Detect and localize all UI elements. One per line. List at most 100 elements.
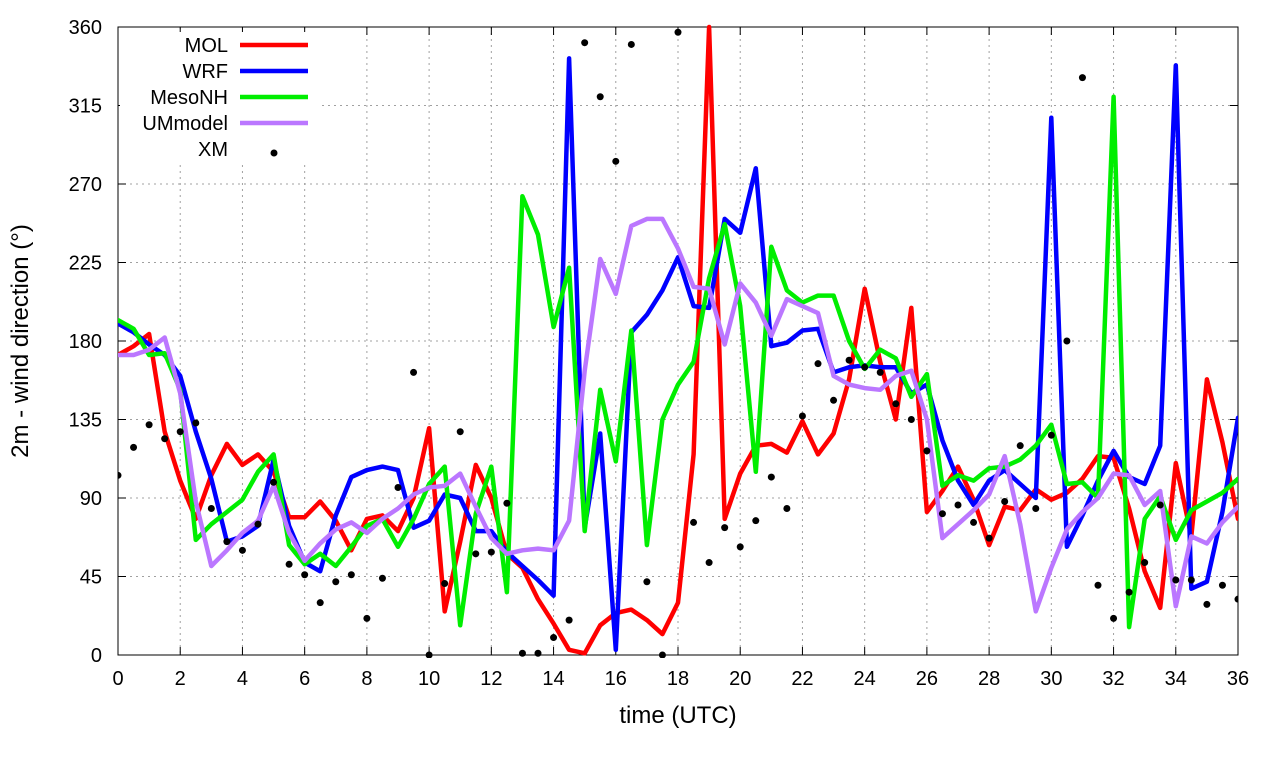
data-point-xm [394,484,402,492]
x-tick-label: 34 [1165,668,1187,690]
data-point-xm [767,473,775,481]
legend-label-xm: XM [198,139,228,161]
data-point-xm [161,435,169,443]
data-point-xm [1156,501,1164,509]
x-tick-label: 8 [361,668,372,690]
series-line-mesonh [118,94,1238,630]
data-point-xm [938,510,946,518]
legend-label-wrf: WRF [182,61,228,83]
data-point-xm [1047,431,1055,439]
data-point-xm [1203,600,1211,608]
data-point-xm [1078,74,1086,82]
y-tick-label: 135 [69,410,102,432]
x-tick-label: 10 [418,668,440,690]
series-layer [118,24,1238,658]
data-point-xm [1001,497,1009,505]
data-point-xm [814,360,822,368]
x-tick-label: 32 [1102,668,1124,690]
series-line-mol [118,24,1238,656]
data-point-xm [923,447,931,455]
data-point-xm [985,534,993,542]
legend-label-mesonh: MesoNH [150,87,228,109]
legend-bg [120,136,318,162]
data-point-xm [441,579,449,587]
data-point-xm [954,501,962,509]
data-point-xm [1016,442,1024,450]
x-tick-label: 26 [916,668,938,690]
data-point-xm [1032,504,1040,512]
data-point-xm [238,546,246,554]
y-axis-title: 2m - wind direction (°) [7,224,34,458]
data-point-xm [130,443,138,451]
data-point-xm [1172,576,1180,584]
data-point-xm [425,651,433,658]
data-point-xm [752,517,760,525]
data-point-xm [721,524,729,532]
data-point-xm [627,40,635,48]
x-tick-label: 4 [237,668,248,690]
data-point-xm [1141,559,1149,567]
data-point-xm [643,578,651,586]
data-point-xm [736,543,744,551]
y-tick-label: 315 [69,96,102,118]
data-point-xm [581,39,589,47]
data-point-xm [192,419,200,427]
data-point-xm [472,550,480,558]
series-line-ummodel [118,216,1238,614]
y-tick-label: 180 [69,331,102,353]
data-point-xm [1063,337,1071,345]
data-point-xm [830,396,838,404]
data-point-xm [487,548,495,556]
data-point-xm [378,574,386,582]
x-tick-label: 14 [542,668,564,690]
y-tick-label: 0 [91,645,102,667]
data-point-xm [1125,588,1133,596]
data-point-xm [798,412,806,420]
y-tick-label: 225 [69,253,102,275]
data-point-xm [596,93,604,101]
x-tick-label: 2 [175,668,186,690]
x-tick-label: 18 [667,668,689,690]
legend: MOL WRF MesoNH UMmodel XM [120,32,318,162]
data-point-xm [145,421,153,429]
x-tick-label: 22 [791,668,813,690]
data-point-xm [301,571,309,579]
data-point-xm [456,428,464,436]
data-point-xm [1094,581,1102,589]
data-point-xm [534,649,542,657]
x-tick-label: 12 [480,668,502,690]
data-point-xm [207,504,215,512]
legend-label-ummodel: UMmodel [142,113,228,135]
data-point-xm [1218,581,1226,589]
y-tick-label: 45 [80,567,102,589]
data-point-xm [612,157,620,165]
data-point-xm [907,416,915,423]
data-point-xm [332,578,340,586]
data-point-xm [892,400,900,408]
data-point-xm [254,520,262,528]
data-point-xm [783,504,791,512]
data-point-xm [285,560,293,568]
y-tick-label: 90 [80,488,102,510]
x-tick-label: 0 [112,668,123,690]
data-point-xm [347,571,355,579]
data-point-xm [674,28,682,36]
data-point-xm [861,363,869,371]
x-tick-label: 6 [299,668,310,690]
data-point-xm [176,428,184,436]
data-point-xm [410,368,418,376]
data-point-xm [503,499,511,507]
x-tick-label: 28 [978,668,1000,690]
data-point-xm [118,471,122,479]
data-point-xm [223,538,231,546]
x-tick-label: 36 [1227,668,1249,690]
x-tick-label: 16 [605,668,627,690]
x-axis-title: time (UTC) [619,702,736,729]
x-tick-label: 30 [1040,668,1062,690]
data-point-xm [1110,614,1118,622]
data-point-xm [876,368,884,376]
data-point-xm [1187,576,1195,584]
data-point-xm [658,651,666,658]
data-point-xm [1234,595,1238,603]
